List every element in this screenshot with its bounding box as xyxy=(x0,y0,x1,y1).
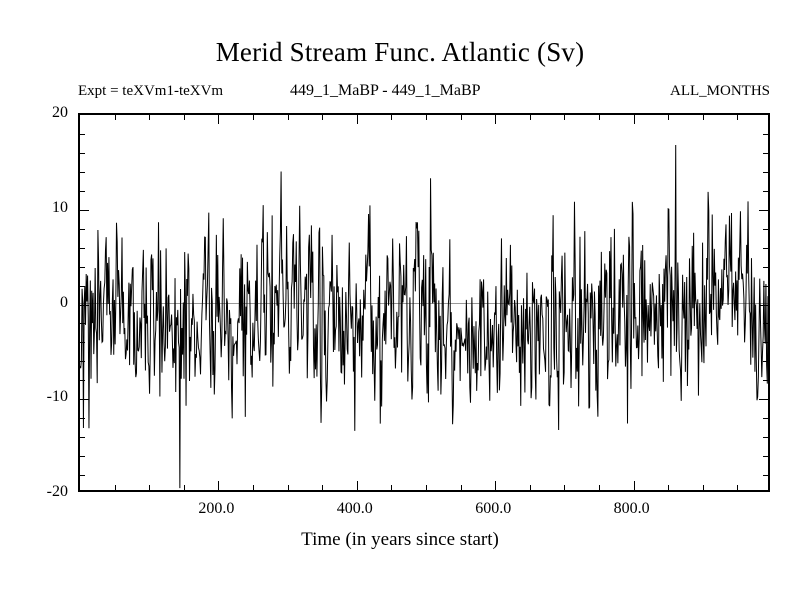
axis-tick xyxy=(184,485,185,490)
axis-tick xyxy=(759,305,768,306)
axis-tick xyxy=(391,115,392,120)
axis-tick xyxy=(80,267,85,268)
axis-tick xyxy=(80,380,85,381)
axis-tick xyxy=(763,418,768,419)
axis-tick xyxy=(80,134,85,135)
axis-tick xyxy=(763,134,768,135)
axis-tick xyxy=(763,456,768,457)
axis-tick xyxy=(668,115,669,120)
axis-tick xyxy=(737,485,738,490)
y-tick-label: -20 xyxy=(46,483,68,500)
axis-tick xyxy=(80,475,85,476)
y-tick-label: 10 xyxy=(52,198,68,216)
x-tick-label: 800.0 xyxy=(613,500,650,517)
axis-tick xyxy=(703,115,704,120)
axis-tick xyxy=(763,153,768,154)
axis-tick xyxy=(763,342,768,343)
axis-tick xyxy=(80,305,89,306)
subtitle-row: Expt = teXVm1-teXVm 449_1_MaBP - 449_1_M… xyxy=(78,80,770,102)
axis-tick xyxy=(80,229,85,230)
axis-tick xyxy=(322,115,323,120)
axis-tick xyxy=(763,475,768,476)
x-tick-label: 600.0 xyxy=(475,500,512,517)
axis-tick xyxy=(763,172,768,173)
axis-tick xyxy=(763,437,768,438)
axis-tick xyxy=(461,485,462,490)
time-range-label: 449_1_MaBP - 449_1_MaBP xyxy=(290,82,481,99)
axis-tick xyxy=(668,485,669,490)
axis-tick xyxy=(80,248,85,249)
axis-tick xyxy=(391,485,392,490)
axis-tick xyxy=(599,115,600,120)
axis-tick xyxy=(80,361,85,362)
axis-tick xyxy=(115,115,116,120)
axis-tick xyxy=(80,172,85,173)
experiment-label: Expt = teXVm1-teXVm xyxy=(78,83,224,99)
axis-tick xyxy=(530,115,531,120)
axis-tick xyxy=(80,399,89,400)
axis-tick xyxy=(80,418,85,419)
axis-tick xyxy=(80,456,85,457)
axis-tick xyxy=(763,267,768,268)
axis-tick xyxy=(426,485,427,490)
axis-tick xyxy=(357,115,358,124)
axis-tick xyxy=(461,115,462,120)
axis-tick xyxy=(495,115,496,124)
axis-tick xyxy=(218,481,219,490)
axis-tick xyxy=(184,115,185,120)
axis-tick xyxy=(80,153,85,154)
x-tick-label: 400.0 xyxy=(336,500,373,517)
axis-tick xyxy=(80,286,85,287)
axis-tick xyxy=(763,286,768,287)
axis-tick xyxy=(288,115,289,120)
axis-tick xyxy=(737,115,738,120)
axis-tick xyxy=(495,481,496,490)
axis-tick xyxy=(763,229,768,230)
axis-tick xyxy=(763,323,768,324)
page-title: Merid Stream Func. Atlantic (Sv) xyxy=(215,37,585,67)
axis-tick xyxy=(564,485,565,490)
axis-tick xyxy=(115,485,116,490)
axis-tick xyxy=(426,115,427,120)
axis-tick xyxy=(149,115,150,120)
y-tick-label: 0 xyxy=(60,293,68,311)
axis-tick xyxy=(763,248,768,249)
axis-tick xyxy=(634,481,635,490)
axis-tick xyxy=(759,210,768,211)
axis-tick xyxy=(357,481,358,490)
y-tick-label: -10 xyxy=(46,388,68,406)
axis-tick xyxy=(80,191,85,192)
x-axis-title: Time (in years since start) xyxy=(301,529,499,550)
y-tick-label: 20 xyxy=(52,104,68,121)
axis-tick xyxy=(253,485,254,490)
plot-area xyxy=(78,113,770,492)
axis-tick xyxy=(80,342,85,343)
axis-tick xyxy=(703,485,704,490)
axis-tick xyxy=(763,361,768,362)
axis-tick xyxy=(763,380,768,381)
axis-tick xyxy=(759,399,768,400)
axis-tick xyxy=(80,323,85,324)
axis-tick xyxy=(634,115,635,124)
axis-tick xyxy=(149,485,150,490)
plot-inner xyxy=(80,115,768,490)
axis-tick xyxy=(564,115,565,120)
x-tick-label: 200.0 xyxy=(198,500,235,517)
axis-tick xyxy=(80,437,85,438)
axis-tick xyxy=(253,115,254,120)
axis-tick xyxy=(763,191,768,192)
axis-tick xyxy=(599,485,600,490)
timeseries-line xyxy=(80,115,768,490)
axis-tick xyxy=(288,485,289,490)
axis-tick xyxy=(322,485,323,490)
axis-tick xyxy=(218,115,219,124)
axis-tick xyxy=(530,485,531,490)
months-label: ALL_MONTHS xyxy=(670,83,770,99)
axis-tick xyxy=(80,210,89,211)
